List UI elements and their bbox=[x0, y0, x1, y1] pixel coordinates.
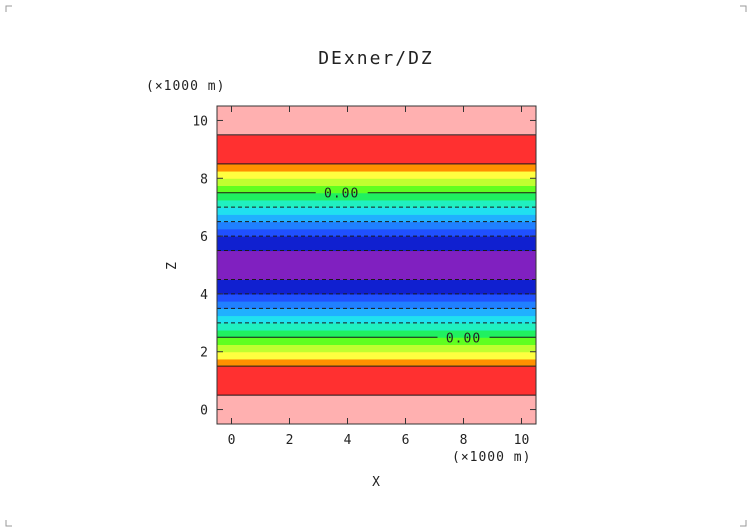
fill-band-14 bbox=[217, 236, 536, 252]
fill-band-1 bbox=[217, 366, 536, 396]
fill-band-0 bbox=[217, 395, 536, 425]
fill-band-10 bbox=[217, 301, 536, 309]
fill-band-17 bbox=[217, 214, 536, 223]
y-tick-label-4: 4 bbox=[200, 288, 208, 303]
y-tick-label-10: 10 bbox=[192, 114, 208, 129]
y-axis-unit: (×1000 m) bbox=[146, 79, 225, 94]
fill-band-24 bbox=[217, 163, 536, 172]
x-tick-label-6: 6 bbox=[402, 433, 410, 448]
fill-band-11 bbox=[217, 293, 536, 302]
fill-band-13 bbox=[217, 250, 536, 280]
fill-band-20 bbox=[217, 192, 536, 201]
fill-band-9 bbox=[217, 308, 536, 317]
fill-band-23 bbox=[217, 171, 536, 179]
y-axis-label: Z bbox=[165, 262, 180, 270]
x-axis-unit: (×1000 m) bbox=[452, 450, 531, 465]
y-tick-label-6: 6 bbox=[200, 230, 208, 245]
y-tick-label-2: 2 bbox=[200, 346, 208, 361]
y-tick-label-0: 0 bbox=[200, 404, 208, 419]
fill-band-16 bbox=[217, 221, 536, 230]
contour-label-11: 0.00 bbox=[324, 187, 359, 202]
fill-band-7 bbox=[217, 322, 536, 331]
fill-band-18 bbox=[217, 207, 536, 215]
plot-frame bbox=[216, 105, 537, 425]
x-axis-label: X bbox=[372, 475, 380, 490]
x-tick-label-8: 8 bbox=[460, 433, 468, 448]
fill-band-12 bbox=[217, 279, 536, 295]
fill-band-4 bbox=[217, 344, 536, 353]
fill-band-6 bbox=[217, 330, 536, 338]
x-tick-label-2: 2 bbox=[286, 433, 294, 448]
y-axis-ticks: 0 2 4 6 8 10 bbox=[192, 114, 536, 419]
contour-fill-bands bbox=[217, 106, 536, 425]
fill-band-8 bbox=[217, 315, 536, 324]
fill-band-2 bbox=[217, 358, 536, 367]
contour-lines: 0.00 0.00 bbox=[217, 134, 536, 396]
fill-band-26 bbox=[217, 106, 536, 136]
contour-label-2: 0.00 bbox=[446, 331, 481, 346]
fill-band-15 bbox=[217, 228, 536, 237]
fill-band-25 bbox=[217, 134, 536, 165]
fill-band-22 bbox=[217, 178, 536, 186]
chart-title: DExner/DZ bbox=[318, 48, 434, 69]
y-tick-label-8: 8 bbox=[200, 172, 208, 187]
x-tick-label-4: 4 bbox=[344, 433, 352, 448]
x-tick-label-0: 0 bbox=[228, 433, 236, 448]
fill-band-3 bbox=[217, 351, 536, 360]
fill-band-19 bbox=[217, 199, 536, 208]
fill-band-21 bbox=[217, 185, 536, 194]
x-axis-ticks: 0 2 4 6 8 10 bbox=[228, 106, 530, 448]
fill-band-5 bbox=[217, 337, 536, 345]
x-tick-label-10: 10 bbox=[514, 433, 530, 448]
crop-marks bbox=[5, 5, 747, 527]
